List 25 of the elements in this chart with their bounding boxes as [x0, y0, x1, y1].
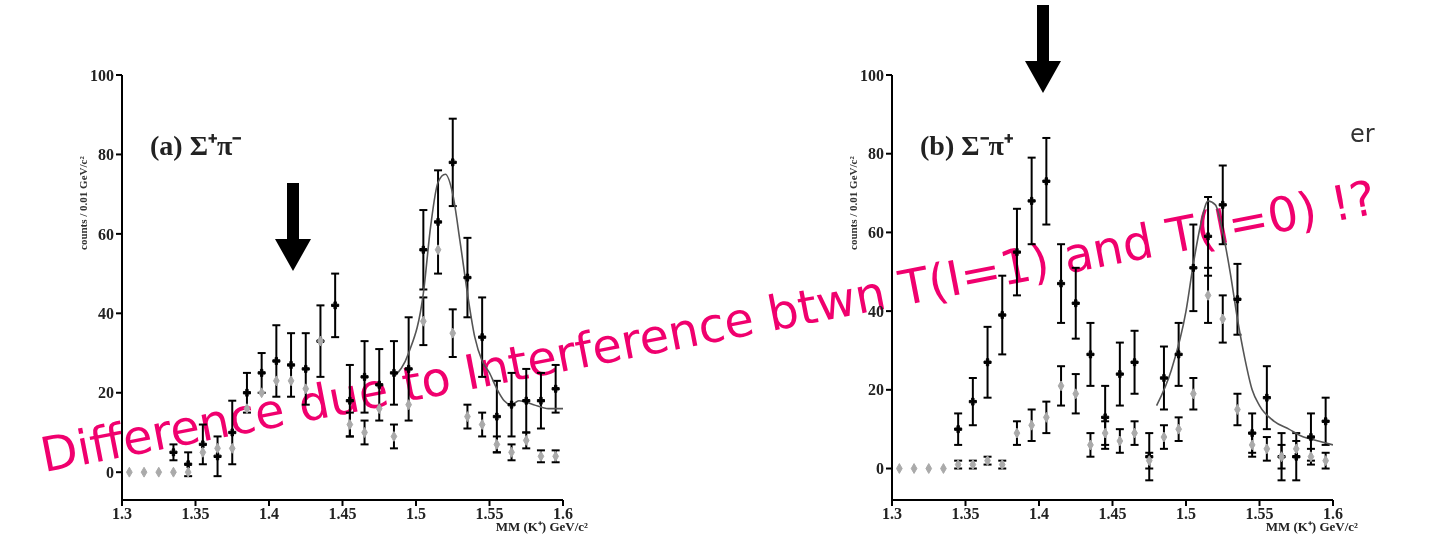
text: (a) Σ⁺π⁻: [150, 129, 242, 163]
y-tick-label: 20: [868, 381, 884, 399]
y-tick-label: 100: [90, 66, 114, 84]
text: (b) Σ⁻π⁺: [920, 129, 1013, 163]
x-tick-label: 1.3: [882, 505, 902, 523]
y-tick-label: 80: [868, 145, 884, 163]
x-tick-label: 1.45: [328, 505, 357, 523]
text: er: [1350, 120, 1375, 148]
x-tick-label: 1.35: [951, 505, 980, 523]
y-tick-label: 100: [860, 66, 884, 84]
y-tick-label: 0: [876, 460, 884, 478]
y-tick-label: 20: [98, 384, 114, 402]
x-tick-label: 1.4: [259, 505, 279, 523]
x-tick-label: 1.5: [1176, 505, 1196, 523]
y-axis-title: counts / 0.01 GeV/c²: [846, 155, 859, 250]
x-tick-label: 1.5: [406, 505, 426, 523]
x-tick-label: 1.45: [1098, 505, 1127, 523]
y-tick-label: 60: [98, 225, 114, 243]
x-tick-label: 1.35: [181, 505, 210, 523]
x-tick-label: 1.3: [112, 505, 132, 523]
x-tick-label: 1.4: [1029, 505, 1049, 523]
y-tick-label: 60: [868, 224, 884, 242]
y-tick-label: 40: [98, 305, 114, 322]
y-axis-title: counts / 0.01 GeV/c²: [76, 155, 89, 250]
y-tick-label: 80: [98, 146, 114, 164]
